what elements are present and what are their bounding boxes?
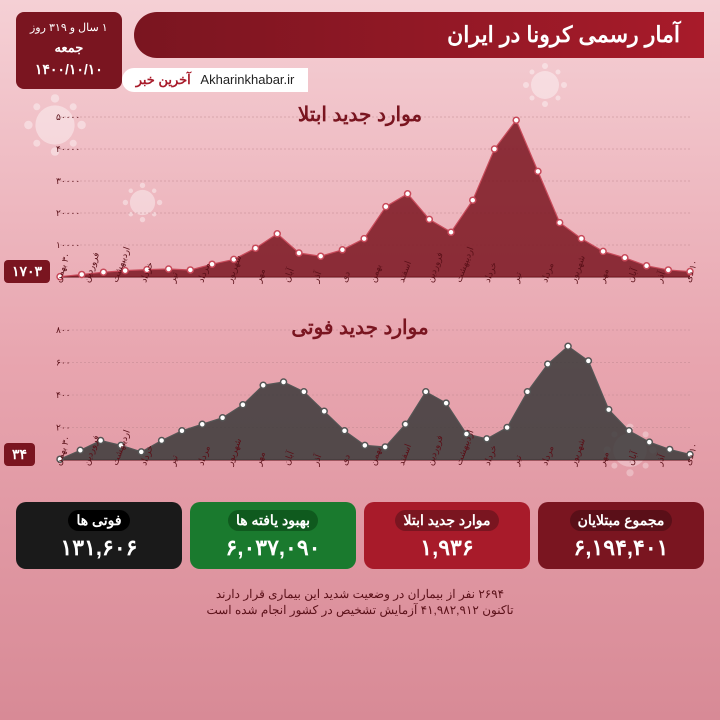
site-brand: Akharinkhabar.ir آخرین خبر bbox=[122, 68, 309, 92]
stat-value: ۱۳۱,۶۰۶ bbox=[22, 535, 176, 561]
date-box: ۱ سال و ۳۱۹ روز جمعه ۱۴۰۰/۱۰/۱۰ bbox=[16, 12, 122, 89]
cases-chart-title: موارد جدید ابتلا bbox=[16, 102, 704, 127]
svg-text:۲۰۰: ۲۰۰ bbox=[56, 423, 71, 433]
cases-end-badge: ۱۷۰۳ bbox=[4, 260, 50, 283]
deaths-chart-container: موارد جدید فوتی ۲۰۰۴۰۰۶۰۰۸۰۰۳۰ بهمنفرورد… bbox=[0, 311, 720, 494]
deaths-chart-title: موارد جدید فوتی bbox=[16, 315, 704, 340]
site-url: Akharinkhabar.ir bbox=[200, 72, 294, 87]
stat-label: بهبود یافته ها bbox=[228, 510, 318, 531]
svg-text:۳۰ بهمن: ۳۰ بهمن bbox=[52, 434, 73, 467]
svg-text:۱۰ دی: ۱۰ دی bbox=[682, 258, 699, 283]
stat-value: ۱,۹۳۶ bbox=[370, 535, 524, 561]
cases-chart-container: موارد جدید ابتلا ۱۰۰۰۰۲۰۰۰۰۳۰۰۰۰۴۰۰۰۰۵۰۰… bbox=[0, 98, 720, 311]
date-label: ۱۴۰۰/۱۰/۱۰ bbox=[30, 58, 108, 80]
site-name: آخرین خبر bbox=[136, 72, 191, 87]
stat-value: ۶,۱۹۴,۴۰۱ bbox=[544, 535, 698, 561]
stats-row: مجموع مبتلایان ۶,۱۹۴,۴۰۱ موارد جدید ابتل… bbox=[0, 494, 720, 577]
svg-text:فروردین: فروردین bbox=[81, 251, 102, 284]
svg-text:۳۰۰۰۰: ۳۰۰۰۰ bbox=[56, 176, 80, 186]
svg-text:۳۰ بهمن: ۳۰ بهمن bbox=[52, 251, 73, 284]
stat-label: موارد جدید ابتلا bbox=[395, 510, 498, 531]
footer-tests: تاکنون ۴۱,۹۸۲,۹۱۲ آزمایش تشخیص در کشور ا… bbox=[16, 603, 704, 617]
svg-text:۲۰۰۰۰: ۲۰۰۰۰ bbox=[56, 208, 80, 218]
stat-deaths: فوتی ها ۱۳۱,۶۰۶ bbox=[16, 502, 182, 569]
cases-chart: ۱۰۰۰۰۲۰۰۰۰۳۰۰۰۰۴۰۰۰۰۵۰۰۰۰۳۰ بهمنفروردینا… bbox=[16, 107, 704, 307]
svg-text:۶۰۰: ۶۰۰ bbox=[56, 358, 71, 368]
day-label: جمعه bbox=[30, 38, 108, 59]
stat-total-cases: مجموع مبتلایان ۶,۱۹۴,۴۰۱ bbox=[538, 502, 704, 569]
stat-value: ۶,۰۳۷,۰۹۰ bbox=[196, 535, 350, 561]
stat-recovered: بهبود یافته ها ۶,۰۳۷,۰۹۰ bbox=[190, 502, 356, 569]
svg-text:۴۰۰۰۰: ۴۰۰۰۰ bbox=[56, 144, 80, 154]
footer: ۲۶۹۴ نفر از بیماران در وضعیت شدید این بی… bbox=[0, 577, 720, 627]
duration-label: ۱ سال و ۳۱۹ روز bbox=[30, 20, 108, 38]
stat-new-cases: موارد جدید ابتلا ۱,۹۳۶ bbox=[364, 502, 530, 569]
page-title: آمار رسمی کرونا در ایران bbox=[134, 12, 704, 58]
svg-text:۱۰۰۰۰: ۱۰۰۰۰ bbox=[56, 240, 80, 250]
deaths-end-badge: ۳۴ bbox=[4, 443, 35, 466]
svg-text:اردیبهشت: اردیبهشت bbox=[110, 245, 133, 284]
svg-text:۱۰ دی: ۱۰ دی bbox=[682, 441, 699, 466]
header: آمار رسمی کرونا در ایران Akharinkhabar.i… bbox=[0, 0, 720, 98]
stat-label: مجموع مبتلایان bbox=[570, 510, 673, 531]
stat-label: فوتی ها bbox=[68, 510, 129, 531]
footer-critical: ۲۶۹۴ نفر از بیماران در وضعیت شدید این بی… bbox=[16, 587, 704, 601]
deaths-chart: ۲۰۰۴۰۰۶۰۰۸۰۰۳۰ بهمنفروردیناردیبهشتخردادت… bbox=[16, 320, 704, 490]
svg-text:۴۰۰: ۴۰۰ bbox=[56, 390, 71, 400]
